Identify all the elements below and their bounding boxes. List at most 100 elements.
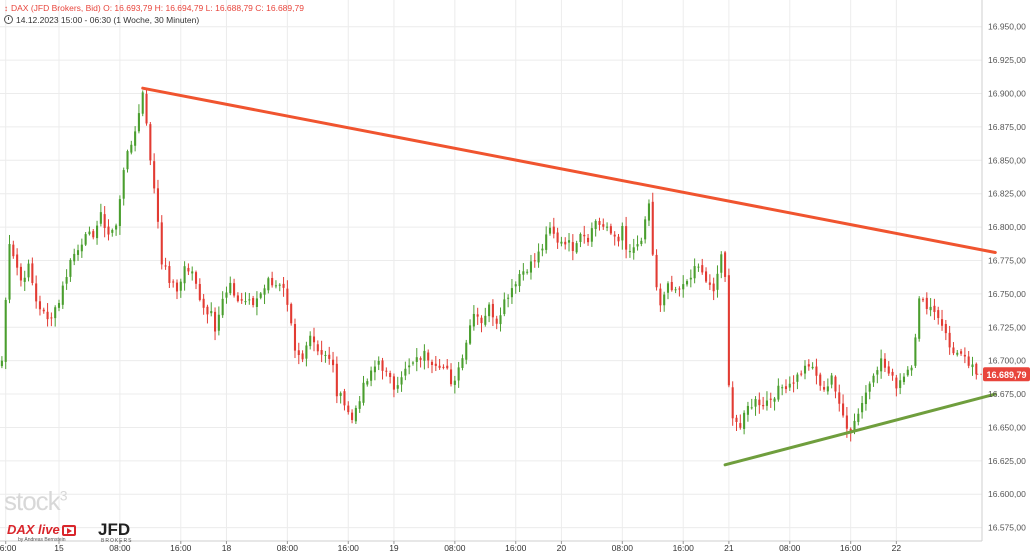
candle: [118, 195, 121, 235]
candle-body: [937, 310, 940, 319]
candle-body: [233, 283, 236, 296]
candle-body: [773, 398, 776, 402]
candle-body: [781, 387, 784, 389]
candle-body: [705, 271, 708, 282]
candle-body: [134, 131, 137, 146]
candle: [895, 374, 898, 397]
candle: [682, 275, 685, 298]
candle: [891, 368, 894, 381]
candle: [31, 257, 34, 286]
candle: [735, 414, 738, 432]
candle: [659, 283, 662, 312]
x-tick-label: 18: [222, 543, 232, 553]
x-tick-label: 16:00: [673, 543, 695, 553]
candle-body: [400, 377, 403, 385]
candle: [122, 167, 125, 206]
candle: [183, 261, 186, 291]
candle-body: [739, 423, 742, 428]
candle: [320, 340, 323, 363]
candle-body: [670, 281, 673, 291]
candle: [674, 286, 677, 294]
candle: [678, 286, 681, 297]
candle-body: [453, 380, 456, 385]
candle: [849, 427, 852, 442]
candle: [724, 250, 727, 282]
candle-body: [762, 405, 765, 407]
candle-body: [522, 271, 525, 275]
candle-body: [940, 319, 944, 326]
candle-body: [358, 401, 361, 409]
candle: [160, 215, 163, 270]
candle: [408, 358, 411, 375]
candle-body: [217, 314, 220, 331]
candle: [727, 268, 730, 388]
candle: [168, 261, 171, 288]
candle-body: [632, 247, 635, 253]
candle-body: [659, 288, 662, 306]
candle: [663, 291, 666, 312]
candle: [807, 359, 810, 371]
candle: [712, 277, 715, 301]
candle-body: [392, 376, 395, 390]
candle-body: [73, 253, 76, 262]
candle: [491, 299, 494, 327]
candle-body: [65, 277, 68, 284]
candle-body: [0, 360, 3, 367]
candle-body: [944, 323, 947, 334]
candle-body: [164, 265, 167, 267]
candle-body: [499, 315, 502, 325]
candle: [236, 292, 239, 303]
y-tick-label: 16.700,00: [988, 356, 1026, 366]
candle: [267, 276, 270, 294]
candle-body: [430, 361, 434, 365]
candle: [57, 299, 61, 312]
candle-body: [465, 342, 468, 360]
candle-body: [248, 299, 251, 301]
candle: [609, 223, 612, 236]
candle-body: [796, 374, 799, 382]
candle: [80, 238, 83, 258]
candle: [739, 414, 742, 430]
candle-body: [727, 275, 730, 386]
candle: [575, 240, 578, 254]
candle-body: [12, 244, 15, 257]
candle: [571, 234, 574, 261]
candle: [625, 216, 628, 259]
candle: [126, 149, 129, 173]
candle: [632, 238, 635, 260]
candle: [347, 401, 350, 415]
candle-body: [967, 356, 970, 366]
candle-body: [606, 226, 609, 228]
candle-body: [225, 292, 228, 298]
candle: [400, 371, 403, 392]
candle-body: [864, 392, 867, 405]
candle: [583, 225, 586, 244]
candle-body: [366, 381, 369, 385]
candle-body: [899, 380, 902, 389]
candle: [198, 278, 201, 302]
candle-body: [57, 303, 61, 308]
candle-body: [533, 260, 536, 262]
candle: [4, 297, 7, 370]
candle-body: [351, 412, 354, 420]
candle-body: [290, 304, 293, 324]
candle-body: [548, 227, 552, 234]
candle: [229, 276, 232, 296]
candle: [697, 263, 700, 272]
candle-body: [895, 377, 898, 389]
candle: [335, 356, 338, 404]
candle: [495, 315, 498, 330]
candle-body: [255, 298, 258, 307]
candle: [434, 355, 437, 372]
candle: [354, 405, 357, 424]
candle: [107, 219, 110, 241]
candle: [179, 278, 182, 298]
candle-body: [198, 283, 201, 300]
candle-body: [236, 295, 239, 302]
x-tick-label: 22: [892, 543, 902, 553]
candle: [883, 353, 886, 373]
candle-body: [377, 360, 380, 365]
jfd-logo: JFD: [98, 520, 131, 539]
candle-body: [598, 221, 601, 225]
candle: [887, 361, 890, 376]
